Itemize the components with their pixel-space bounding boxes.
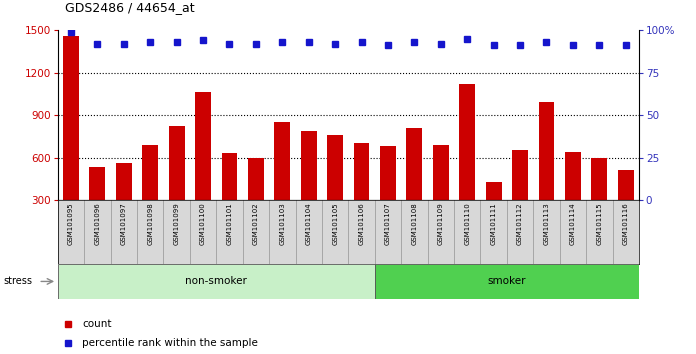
- Text: GSM101114: GSM101114: [570, 202, 576, 245]
- Bar: [512, 150, 528, 200]
- Bar: [63, 36, 79, 200]
- Bar: [374, 264, 639, 299]
- Text: GSM101097: GSM101097: [121, 202, 127, 245]
- Bar: [380, 146, 396, 200]
- Bar: [433, 145, 449, 200]
- Text: GSM101100: GSM101100: [200, 202, 206, 245]
- Bar: [539, 102, 555, 200]
- Text: GSM101111: GSM101111: [491, 202, 497, 245]
- Bar: [459, 84, 475, 200]
- Text: GSM101098: GSM101098: [148, 202, 153, 245]
- Text: stress: stress: [3, 276, 33, 286]
- Bar: [565, 152, 580, 200]
- Text: GSM101102: GSM101102: [253, 202, 259, 245]
- Text: GSM101113: GSM101113: [544, 202, 549, 245]
- Bar: [142, 145, 158, 200]
- Text: GSM101112: GSM101112: [517, 202, 523, 245]
- Bar: [195, 92, 211, 200]
- Text: GSM101115: GSM101115: [596, 202, 602, 245]
- Text: GSM101109: GSM101109: [438, 202, 444, 245]
- Text: non-smoker: non-smoker: [185, 276, 247, 286]
- Bar: [486, 182, 502, 200]
- Text: count: count: [82, 319, 111, 329]
- Text: smoker: smoker: [488, 276, 526, 286]
- Text: GSM101103: GSM101103: [279, 202, 285, 245]
- Bar: [327, 135, 343, 200]
- Bar: [274, 122, 290, 200]
- Bar: [221, 153, 237, 200]
- Bar: [406, 128, 422, 200]
- Bar: [116, 163, 132, 200]
- Text: GSM101110: GSM101110: [464, 202, 470, 245]
- Bar: [301, 131, 317, 200]
- Bar: [58, 264, 374, 299]
- Bar: [618, 170, 633, 200]
- Text: GSM101096: GSM101096: [95, 202, 100, 245]
- Text: GSM101101: GSM101101: [226, 202, 232, 245]
- Bar: [354, 143, 370, 200]
- Text: GSM101095: GSM101095: [68, 202, 74, 245]
- Text: GSM101104: GSM101104: [306, 202, 312, 245]
- Text: GSM101105: GSM101105: [332, 202, 338, 245]
- Text: GSM101106: GSM101106: [358, 202, 365, 245]
- Bar: [248, 158, 264, 200]
- Bar: [592, 158, 607, 200]
- Text: GSM101107: GSM101107: [385, 202, 391, 245]
- Text: GDS2486 / 44654_at: GDS2486 / 44654_at: [65, 1, 194, 14]
- Text: GSM101099: GSM101099: [173, 202, 180, 245]
- Bar: [90, 167, 105, 200]
- Bar: [168, 126, 184, 200]
- Text: GSM101108: GSM101108: [411, 202, 418, 245]
- Text: GSM101116: GSM101116: [623, 202, 628, 245]
- Text: percentile rank within the sample: percentile rank within the sample: [82, 338, 258, 348]
